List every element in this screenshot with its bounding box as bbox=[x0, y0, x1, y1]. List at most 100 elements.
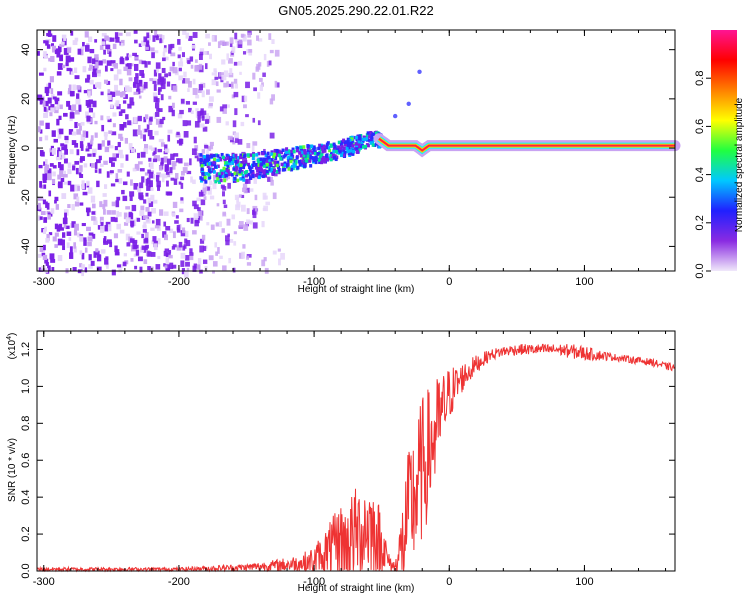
spectrogram-noise-cell bbox=[197, 115, 201, 123]
spectrogram-noise-cell bbox=[56, 101, 60, 108]
spectrogram-track-cell bbox=[234, 155, 238, 160]
spectrogram-noise-cell bbox=[241, 194, 245, 199]
spectrogram-noise-cell bbox=[54, 200, 57, 204]
spectrogram-noise-cell bbox=[156, 67, 160, 73]
spectrogram-track-cell bbox=[286, 164, 290, 169]
spectrogram-noise-cell bbox=[250, 220, 253, 225]
spectrogram-noise-cell bbox=[199, 238, 205, 244]
spectrogram-noise-cell bbox=[38, 126, 41, 133]
spectrogram-noise-cell bbox=[168, 105, 174, 113]
spectrogram-noise-cell bbox=[176, 158, 180, 163]
spectrogram-noise-cell bbox=[127, 103, 132, 109]
spectrogram-noise-cell bbox=[193, 204, 199, 210]
spectrogram-noise-cell bbox=[137, 152, 140, 159]
spectrogram-track-cell bbox=[332, 142, 336, 147]
spectrogram-noise-cell bbox=[221, 228, 225, 233]
spectrogram-noise-cell bbox=[63, 170, 66, 175]
snr-y-tick-label: 0.0 bbox=[20, 563, 32, 578]
spectrogram-track-cell bbox=[267, 164, 271, 168]
spectrogram-noise-cell bbox=[46, 233, 50, 241]
spectrogram-noise-cell bbox=[43, 106, 47, 112]
spectrogram-noise-cell bbox=[140, 133, 143, 139]
spectrogram-noise-cell bbox=[208, 180, 213, 185]
spectrogram-noise-cell bbox=[165, 171, 170, 175]
spectrogram-noise-cell bbox=[262, 207, 267, 211]
spectrogram-track-cell bbox=[217, 172, 221, 176]
spectrogram-noise-cell bbox=[79, 235, 84, 242]
spectrogram-track-cell bbox=[266, 151, 270, 156]
spectrogram-y-tick-label: 40 bbox=[20, 44, 32, 56]
spectrogram-blob bbox=[392, 113, 398, 119]
spectrogram-noise-cell bbox=[63, 47, 69, 55]
spectrogram-track-cell bbox=[296, 165, 300, 170]
spectrogram-track-cell bbox=[249, 169, 253, 174]
spectrogram-noise-cell bbox=[150, 194, 155, 201]
spectrogram-noise-cell bbox=[126, 63, 132, 70]
spectrogram-noise-cell bbox=[176, 140, 181, 144]
spectrogram-noise-cell bbox=[226, 104, 230, 108]
spectrogram-track-cell bbox=[332, 149, 336, 154]
spectrogram-noise-cell bbox=[57, 63, 63, 70]
spectrogram-noise-cell bbox=[229, 238, 234, 243]
spectrogram-noise-cell bbox=[188, 107, 192, 113]
spectrogram-track-cell bbox=[349, 152, 353, 156]
spectrogram-noise-cell bbox=[269, 98, 274, 105]
spectrogram-noise-cell bbox=[48, 190, 52, 197]
spectrogram-noise-cell bbox=[67, 180, 72, 186]
spectrogram-track-cell bbox=[260, 168, 264, 172]
spectrogram-noise-cell bbox=[47, 173, 52, 181]
spectrogram-blob bbox=[406, 101, 411, 106]
spectrogram-noise-cell bbox=[165, 252, 169, 258]
spectrogram-noise-cell bbox=[162, 231, 167, 238]
spectrogram-track-cell bbox=[289, 159, 293, 164]
spectrogram-track-cell bbox=[213, 165, 217, 169]
spectrogram-noise-cell bbox=[210, 224, 215, 230]
spectrogram-noise-cell bbox=[186, 267, 190, 272]
spectrogram-noise-cell bbox=[91, 211, 95, 215]
spectrogram-noise-cell bbox=[94, 169, 98, 173]
spectrogram-noise-cell bbox=[269, 132, 275, 139]
spectrogram-noise-cell bbox=[199, 245, 204, 253]
spectrogram-track-cell bbox=[251, 169, 255, 174]
spectrogram-noise-cell bbox=[195, 108, 199, 112]
spectrogram-noise-cell bbox=[261, 221, 265, 228]
spectrogram-noise-cell bbox=[180, 176, 185, 181]
spectrogram-track-cell bbox=[246, 162, 250, 167]
spectrogram-noise-cell bbox=[62, 64, 66, 69]
spectrogram-noise-cell bbox=[198, 63, 203, 70]
spectrogram-track-cell bbox=[339, 142, 343, 147]
spectrogram-noise-cell bbox=[88, 232, 94, 236]
spectrogram-noise-cell bbox=[246, 255, 250, 260]
spectrogram-noise-cell bbox=[129, 195, 133, 202]
spectrogram-noise-cell bbox=[185, 255, 190, 261]
spectrogram-track-cell bbox=[295, 156, 299, 160]
spectrogram-track-cell bbox=[351, 152, 355, 156]
spectrogram-track-cell bbox=[242, 165, 246, 170]
spectrogram-track-cell bbox=[242, 162, 246, 167]
snr-x-tick-label: 100 bbox=[575, 576, 593, 588]
spectrogram-noise-cell bbox=[240, 33, 245, 38]
spectrogram-track-cell bbox=[302, 145, 306, 149]
spectrogram-noise-cell bbox=[94, 61, 99, 69]
spectrogram-track-cell bbox=[203, 162, 207, 167]
spectrogram-noise-cell bbox=[128, 143, 133, 150]
spectrogram-noise-cell bbox=[73, 67, 78, 74]
spectrogram-noise-cell bbox=[39, 181, 43, 188]
spectrogram-noise-cell bbox=[78, 172, 82, 176]
spectrogram-noise-cell bbox=[153, 84, 157, 91]
spectrogram-noise-cell bbox=[50, 145, 54, 150]
spectrogram-noise-cell bbox=[155, 111, 160, 117]
spectrogram-track-cell bbox=[317, 158, 321, 162]
spectrogram-noise-cell bbox=[254, 156, 260, 162]
spectrogram-noise-cell bbox=[106, 210, 112, 215]
spectrogram-noise-cell bbox=[133, 91, 139, 95]
spectrogram-noise-cell bbox=[93, 84, 97, 90]
spectrogram-noise-cell bbox=[41, 249, 45, 255]
spectrogram-noise-cell bbox=[45, 262, 49, 266]
spectrogram-track-cell bbox=[368, 138, 372, 143]
snr-y-tick-label: 0.2 bbox=[20, 526, 32, 541]
spectrogram-noise-cell bbox=[114, 217, 118, 223]
spectrogram-noise-cell bbox=[143, 221, 147, 227]
spectrogram-noise-cell bbox=[148, 171, 154, 179]
spectrogram-noise-cell bbox=[160, 78, 164, 86]
